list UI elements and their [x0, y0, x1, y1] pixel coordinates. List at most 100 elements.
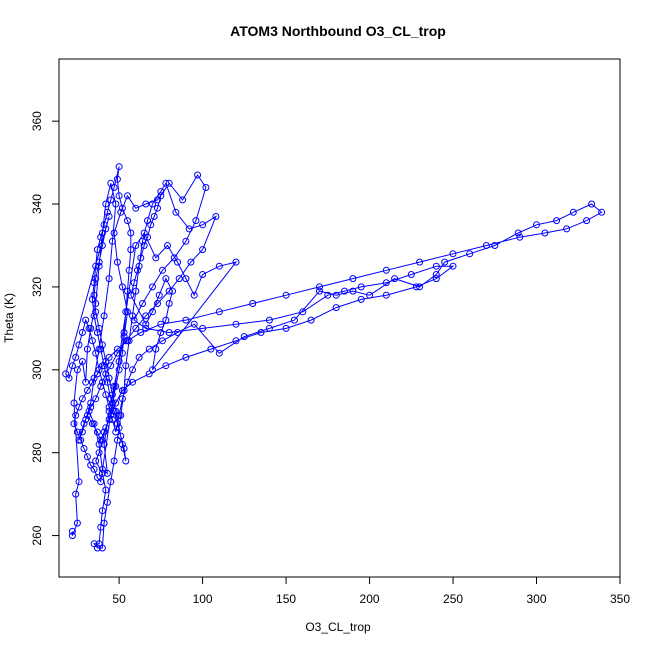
- data-point: [332, 304, 340, 312]
- data-point: [142, 320, 150, 328]
- data-point: [157, 188, 165, 196]
- data-point: [514, 229, 522, 237]
- data-point: [232, 320, 240, 328]
- data-point: [154, 204, 161, 212]
- data-point: [113, 175, 121, 183]
- data-point: [102, 200, 110, 208]
- x-tick-label: 150: [276, 592, 296, 606]
- x-tick-label: 100: [193, 592, 213, 606]
- data-point: [98, 465, 106, 473]
- x-axis: 50 100 150 200 250 300 350: [112, 576, 630, 606]
- data-point: [105, 403, 113, 411]
- data-point: [70, 420, 78, 428]
- y-axis-label: Theta (K): [2, 293, 16, 343]
- data-point: [108, 391, 116, 399]
- y-tick-label: 340: [30, 194, 44, 214]
- data-point: [407, 271, 415, 278]
- data-point: [129, 312, 136, 320]
- data-point: [90, 465, 98, 473]
- data-point: [83, 411, 91, 419]
- data-point: [93, 544, 101, 552]
- data-point: [282, 324, 290, 332]
- data-point: [107, 179, 115, 187]
- data-point: [142, 312, 150, 320]
- data-point: [190, 291, 198, 299]
- data-point: [357, 295, 365, 303]
- data-point: [349, 275, 357, 283]
- chart-title: ATOM3 Northbound O3_CL_trop: [230, 23, 446, 39]
- data-point: [90, 279, 98, 287]
- data-point: [122, 308, 130, 316]
- data-point: [466, 250, 474, 258]
- data-point: [120, 329, 128, 336]
- data-point: [187, 258, 195, 266]
- data-point: [132, 242, 140, 249]
- data-point: [112, 407, 120, 415]
- series-line: [65, 166, 603, 549]
- data-point: [179, 196, 187, 204]
- data-point: [97, 436, 105, 444]
- data-point: [192, 217, 200, 225]
- data-point: [249, 300, 257, 307]
- data-point: [78, 329, 86, 336]
- data-point: [118, 204, 126, 212]
- data-point: [75, 478, 83, 486]
- data-point: [98, 242, 106, 249]
- data-point: [107, 411, 115, 419]
- data-point: [553, 217, 561, 225]
- data-point: [105, 416, 113, 423]
- data-point: [533, 221, 540, 229]
- data-point: [215, 262, 223, 270]
- data-point: [194, 171, 202, 179]
- data-point: [157, 192, 165, 200]
- data-point: [90, 312, 98, 320]
- data-point: [87, 461, 95, 469]
- data-point: [199, 324, 207, 332]
- data-point: [366, 291, 374, 299]
- data-point: [137, 329, 145, 336]
- x-tick-label: 250: [443, 592, 463, 606]
- series-group: [62, 163, 606, 552]
- data-point: [120, 333, 128, 341]
- data-point: [105, 353, 113, 361]
- data-point: [282, 291, 290, 299]
- data-point: [139, 300, 146, 307]
- data-point: [100, 221, 108, 229]
- data-point: [92, 457, 100, 465]
- data-point: [115, 424, 123, 432]
- data-point: [80, 445, 88, 452]
- data-point: [190, 320, 198, 328]
- data-point: [98, 229, 106, 237]
- data-point: [149, 200, 156, 208]
- data-point: [97, 478, 105, 486]
- data-point: [299, 308, 307, 316]
- data-point: [232, 337, 240, 345]
- data-point: [72, 411, 80, 419]
- data-point: [150, 213, 158, 220]
- data-point: [107, 478, 115, 486]
- data-point: [157, 329, 165, 336]
- data-point: [144, 233, 151, 241]
- data-point: [110, 457, 118, 465]
- data-point: [482, 242, 490, 249]
- data-point: [93, 370, 101, 378]
- data-point: [93, 474, 101, 481]
- data-point: [100, 519, 108, 527]
- data-point: [432, 275, 440, 283]
- data-point: [65, 374, 73, 382]
- data-point: [265, 324, 273, 332]
- data-point: [162, 316, 170, 324]
- data-point: [382, 266, 390, 274]
- data-point: [105, 407, 113, 415]
- data-point: [152, 345, 160, 353]
- data-point: [97, 233, 105, 241]
- data-point: [122, 362, 130, 370]
- data-point: [118, 349, 126, 357]
- data-point: [118, 283, 126, 291]
- data-point: [137, 254, 145, 262]
- data-point: [391, 275, 399, 283]
- x-tick-label: 300: [527, 592, 547, 606]
- data-point: [140, 242, 148, 249]
